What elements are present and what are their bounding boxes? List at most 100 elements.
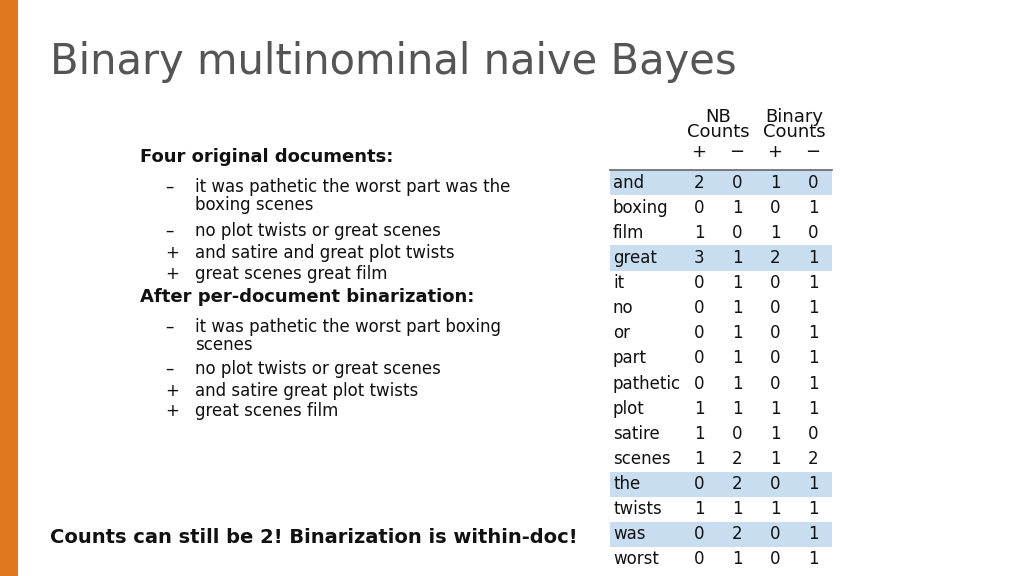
Point — [604, 166, 616, 173]
Text: 1: 1 — [732, 374, 742, 393]
Text: 1: 1 — [770, 500, 780, 518]
Text: 0: 0 — [693, 551, 705, 569]
Bar — [610, 472, 831, 497]
Text: part: part — [613, 350, 647, 367]
Bar — [610, 421, 831, 446]
Bar — [0, 0, 18, 576]
Text: 1: 1 — [808, 350, 818, 367]
Text: twists: twists — [613, 500, 662, 518]
Text: plot: plot — [613, 400, 645, 418]
Text: 1: 1 — [808, 324, 818, 342]
Text: 2: 2 — [770, 249, 780, 267]
Text: 0: 0 — [693, 350, 705, 367]
Text: 1: 1 — [770, 173, 780, 192]
Text: 0: 0 — [770, 525, 780, 543]
Text: +: + — [768, 143, 782, 161]
Text: 1: 1 — [732, 551, 742, 569]
Text: great scenes film: great scenes film — [195, 402, 338, 420]
Bar — [610, 170, 831, 195]
Text: scenes: scenes — [613, 450, 671, 468]
Text: scenes: scenes — [195, 336, 253, 354]
Text: 1: 1 — [693, 425, 705, 443]
Bar — [610, 497, 831, 522]
Text: no plot twists or great scenes: no plot twists or great scenes — [195, 360, 441, 378]
Text: –: – — [165, 222, 173, 240]
Text: 1: 1 — [808, 274, 818, 292]
Text: 0: 0 — [770, 350, 780, 367]
Text: film: film — [613, 224, 644, 242]
Point — [825, 166, 838, 173]
Text: 1: 1 — [808, 299, 818, 317]
Text: 1: 1 — [732, 324, 742, 342]
Text: 0: 0 — [693, 299, 705, 317]
Text: 1: 1 — [808, 374, 818, 393]
Text: 1: 1 — [732, 500, 742, 518]
Text: –: – — [165, 178, 173, 196]
Text: 2: 2 — [732, 475, 742, 493]
Bar — [610, 446, 831, 472]
Text: 0: 0 — [770, 299, 780, 317]
Text: and: and — [613, 173, 644, 192]
Text: or: or — [613, 324, 630, 342]
Bar — [610, 295, 831, 321]
Text: 1: 1 — [808, 525, 818, 543]
Text: –: – — [165, 360, 173, 378]
Text: 1: 1 — [732, 299, 742, 317]
Text: NB: NB — [706, 108, 731, 126]
Text: 2: 2 — [732, 450, 742, 468]
Text: Counts: Counts — [763, 123, 825, 141]
Text: 1: 1 — [808, 500, 818, 518]
Text: 0: 0 — [770, 199, 780, 217]
Text: boxing scenes: boxing scenes — [195, 196, 313, 214]
Text: it was pathetic the worst part was the: it was pathetic the worst part was the — [195, 178, 510, 196]
Text: satire: satire — [613, 425, 659, 443]
Text: 1: 1 — [732, 249, 742, 267]
Text: 1: 1 — [693, 500, 705, 518]
Text: 0: 0 — [693, 475, 705, 493]
Text: 1: 1 — [770, 224, 780, 242]
Bar — [610, 522, 831, 547]
Text: +: + — [165, 402, 179, 420]
Text: 1: 1 — [808, 199, 818, 217]
Bar — [610, 346, 831, 371]
Text: great: great — [613, 249, 656, 267]
Text: Binary: Binary — [765, 108, 823, 126]
Bar — [610, 271, 831, 295]
Text: 2: 2 — [808, 450, 818, 468]
Bar — [610, 321, 831, 346]
Text: 1: 1 — [693, 450, 705, 468]
Text: 0: 0 — [770, 324, 780, 342]
Bar — [610, 245, 831, 271]
Text: and satire great plot twists: and satire great plot twists — [195, 382, 418, 400]
Text: −: − — [729, 143, 744, 161]
Text: pathetic: pathetic — [613, 374, 681, 393]
Text: 2: 2 — [693, 173, 705, 192]
Text: −: − — [806, 143, 820, 161]
Text: it: it — [613, 274, 624, 292]
Text: 0: 0 — [808, 425, 818, 443]
Text: Counts can still be 2! Binarization is within-doc!: Counts can still be 2! Binarization is w… — [50, 528, 578, 547]
Text: 1: 1 — [808, 400, 818, 418]
Text: 0: 0 — [808, 224, 818, 242]
Text: 0: 0 — [693, 525, 705, 543]
Text: 1: 1 — [732, 400, 742, 418]
Text: +: + — [165, 382, 179, 400]
Text: it was pathetic the worst part boxing: it was pathetic the worst part boxing — [195, 318, 501, 336]
Text: 0: 0 — [808, 173, 818, 192]
Text: 1: 1 — [770, 400, 780, 418]
Bar — [610, 195, 831, 220]
Text: 0: 0 — [770, 475, 780, 493]
Bar — [610, 220, 831, 245]
Text: no plot twists or great scenes: no plot twists or great scenes — [195, 222, 441, 240]
Text: Binary multinominal naive Bayes: Binary multinominal naive Bayes — [50, 41, 736, 83]
Text: 0: 0 — [732, 425, 742, 443]
Text: 0: 0 — [693, 324, 705, 342]
Text: After per-document binarization:: After per-document binarization: — [140, 288, 474, 306]
Text: 1: 1 — [732, 274, 742, 292]
Text: +: + — [165, 244, 179, 262]
Text: 1: 1 — [808, 551, 818, 569]
Text: the: the — [613, 475, 640, 493]
Text: 2: 2 — [732, 525, 742, 543]
Text: 1: 1 — [770, 425, 780, 443]
Text: 0: 0 — [770, 274, 780, 292]
